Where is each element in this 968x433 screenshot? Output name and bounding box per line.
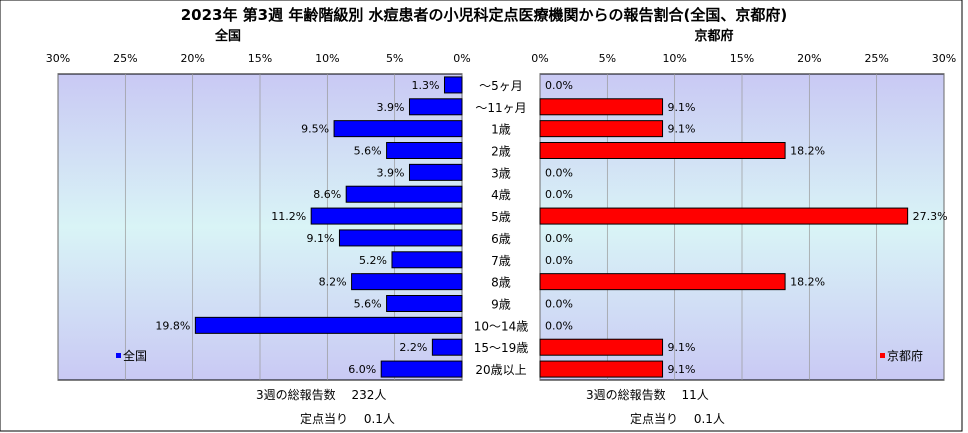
category-label: 20歳以上 (475, 363, 526, 377)
bar-kyoto (539, 360, 664, 378)
bar-kyoto (539, 98, 664, 116)
right-gridlines (539, 74, 945, 380)
value-label-national: 8.6% (313, 188, 341, 201)
value-label-kyoto: 0.0% (545, 319, 573, 332)
category-label: 9歳 (491, 298, 511, 312)
value-label-national: 5.2% (359, 254, 387, 267)
category-label: 3歳 (491, 166, 511, 180)
right-tick-label: 5% (599, 52, 616, 65)
value-label-kyoto: 0.0% (545, 254, 573, 267)
bar-national (194, 316, 463, 334)
left-tick-label: 15% (248, 52, 272, 65)
legend-label-national: 全国 (123, 348, 147, 363)
bar-national (338, 229, 463, 247)
left-panel-title: 全国 (214, 28, 241, 44)
value-label-kyoto: 0.0% (545, 166, 573, 179)
right-tick-label: 20% (797, 52, 821, 65)
value-label-national: 9.1% (307, 232, 335, 245)
bar-kyoto (539, 273, 786, 291)
value-label-national: 5.6% (354, 145, 382, 158)
legend-label-kyoto: 京都府 (887, 348, 923, 363)
left-per-sentinel: 定点当り 0.1人 (300, 411, 395, 426)
right-panel-title: 京都府 (694, 28, 733, 44)
value-label-national: 5.6% (354, 298, 382, 311)
bar-national (310, 207, 463, 225)
category-label: ～5ヶ月 (479, 79, 523, 93)
value-label-national: 2.2% (399, 341, 427, 354)
value-label-national: 8.2% (319, 276, 347, 289)
category-label: 10～14歳 (474, 319, 529, 333)
left-tick-label: 20% (180, 52, 204, 65)
bar-kyoto (539, 338, 664, 356)
category-label: 7歳 (491, 254, 511, 268)
category-labels: ～5ヶ月 ～11ヶ月 1歳 2歳 3歳 4歳 5歳 6歳 7歳 8歳 9歳 10～14歳 15～19歳 2… (474, 79, 529, 377)
left-tick-label: 30% (46, 52, 70, 65)
value-label-kyoto: 18.2% (790, 145, 825, 158)
value-label-national: 11.2% (271, 210, 306, 223)
bar-national (386, 295, 463, 312)
left-value-labels: 1.3% 3.9% 9.5% 5.6% 3.9% 8.6% 11.2%9.1% 5.2% 8.2… (155, 79, 439, 376)
bar-national (391, 251, 463, 269)
value-label-kyoto: 0.0% (545, 232, 573, 245)
legend-swatch-kyoto (880, 353, 885, 358)
value-label-kyoto: 9.1% (668, 101, 696, 114)
right-tick-labels: 0% 5% 10% 15% 20% 25% 30% (531, 52, 956, 65)
value-label-national: 6.0% (348, 363, 376, 376)
value-label-kyoto: 9.1% (668, 363, 696, 376)
left-tick-label: 0% (453, 52, 470, 65)
category-label: 5歳 (491, 210, 511, 224)
bar-national (380, 360, 463, 378)
category-label: 8歳 (491, 276, 511, 290)
right-tick-label: 0% (531, 52, 548, 65)
legend-swatch-national (116, 353, 121, 358)
left-total-reports: 3週の総報告数 232人 (256, 387, 386, 402)
chart-title: 2023年 第3週 年齢階級別 水痘患者の小児科定点医療機関からの報告割合(全国… (181, 6, 788, 24)
bar-national (333, 120, 463, 138)
bar-national (443, 76, 463, 94)
right-per-sentinel: 定点当り 0.1人 (630, 411, 725, 426)
value-label-kyoto: 18.2% (790, 276, 825, 289)
left-tick-labels: 30% 25% 20% 15% 10% 5% 0% (46, 52, 471, 65)
right-value-labels: 0.0% 9.1% 9.1% 18.2% 0.0% 0.0% 27.3% 0.0% 0.0% 18… (545, 79, 948, 376)
bar-national (408, 163, 463, 181)
left-bars (194, 76, 463, 378)
value-label-kyoto: 0.0% (545, 188, 573, 201)
left-tick-label: 10% (315, 52, 339, 65)
value-label-kyoto: 0.0% (545, 298, 573, 311)
category-label: 1歳 (491, 123, 511, 137)
bar-national (431, 338, 463, 356)
value-label-national: 1.3% (412, 79, 440, 92)
right-total-reports: 3週の総報告数 11人 (586, 387, 709, 402)
value-label-kyoto: 9.1% (668, 341, 696, 354)
left-tick-label: 5% (386, 52, 403, 65)
category-label: 2歳 (491, 145, 511, 159)
bar-national (408, 98, 463, 116)
value-label-national: 3.9% (377, 101, 405, 114)
right-tick-label: 30% (932, 52, 956, 65)
right-tick-label: 15% (730, 52, 754, 65)
value-label-kyoto: 9.1% (668, 123, 696, 136)
category-label: 6歳 (491, 232, 511, 246)
bar-national (386, 142, 463, 159)
value-label-kyoto: 27.3% (913, 210, 948, 223)
right-tick-label: 10% (662, 52, 686, 65)
value-label-kyoto: 0.0% (545, 79, 573, 92)
value-label-national: 9.5% (301, 123, 329, 136)
right-bars (539, 98, 909, 378)
category-label: ～11ヶ月 (475, 101, 526, 115)
left-tick-label: 25% (113, 52, 137, 65)
value-label-national: 19.8% (155, 319, 190, 332)
value-label-national: 3.9% (377, 166, 405, 179)
bar-kyoto (539, 120, 664, 138)
category-label: 4歳 (491, 188, 511, 202)
category-label: 15～19歳 (474, 341, 529, 355)
bar-national (345, 185, 463, 203)
bar-kyoto (539, 142, 786, 159)
right-tick-label: 25% (864, 52, 888, 65)
bar-national (351, 273, 463, 291)
bar-kyoto (539, 207, 909, 225)
